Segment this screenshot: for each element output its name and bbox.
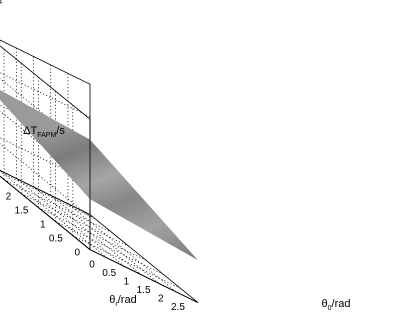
z-exponent-label: x 10-4: [0, 0, 2, 13]
x-tick-label: 1: [124, 276, 130, 287]
surface: [0, 90, 198, 261]
x-tick-label: 1.5: [137, 285, 151, 296]
y-tick-label: 1.5: [15, 206, 29, 217]
y-tick-label: 1: [40, 220, 46, 231]
x-gridline: [50, 195, 159, 284]
x-axis-line: [89, 249, 199, 303]
x-axis-label: θ0/rad: [322, 298, 351, 312]
z-gridline: [0, 39, 91, 85]
y-axis-label: θr/rad: [109, 294, 136, 308]
x-tick-label: 2.5: [171, 302, 185, 313]
y-axis-line: [0, 175, 91, 250]
x-gridline: [67, 203, 177, 293]
y-tick-label: 0.5: [49, 234, 63, 245]
z-axis-label: ΔTFAPM/s: [23, 125, 65, 139]
x-gridline: [0, 170, 108, 259]
x-gridline: [16, 178, 125, 267]
y-tick-label: 0: [74, 248, 80, 259]
x-tick-label: 0.5: [102, 268, 116, 279]
x-tick-label: 2: [158, 293, 164, 304]
y-tick-label: 2: [6, 192, 12, 203]
x-tick-label: 0: [89, 260, 95, 271]
x-gridline: [33, 186, 142, 276]
